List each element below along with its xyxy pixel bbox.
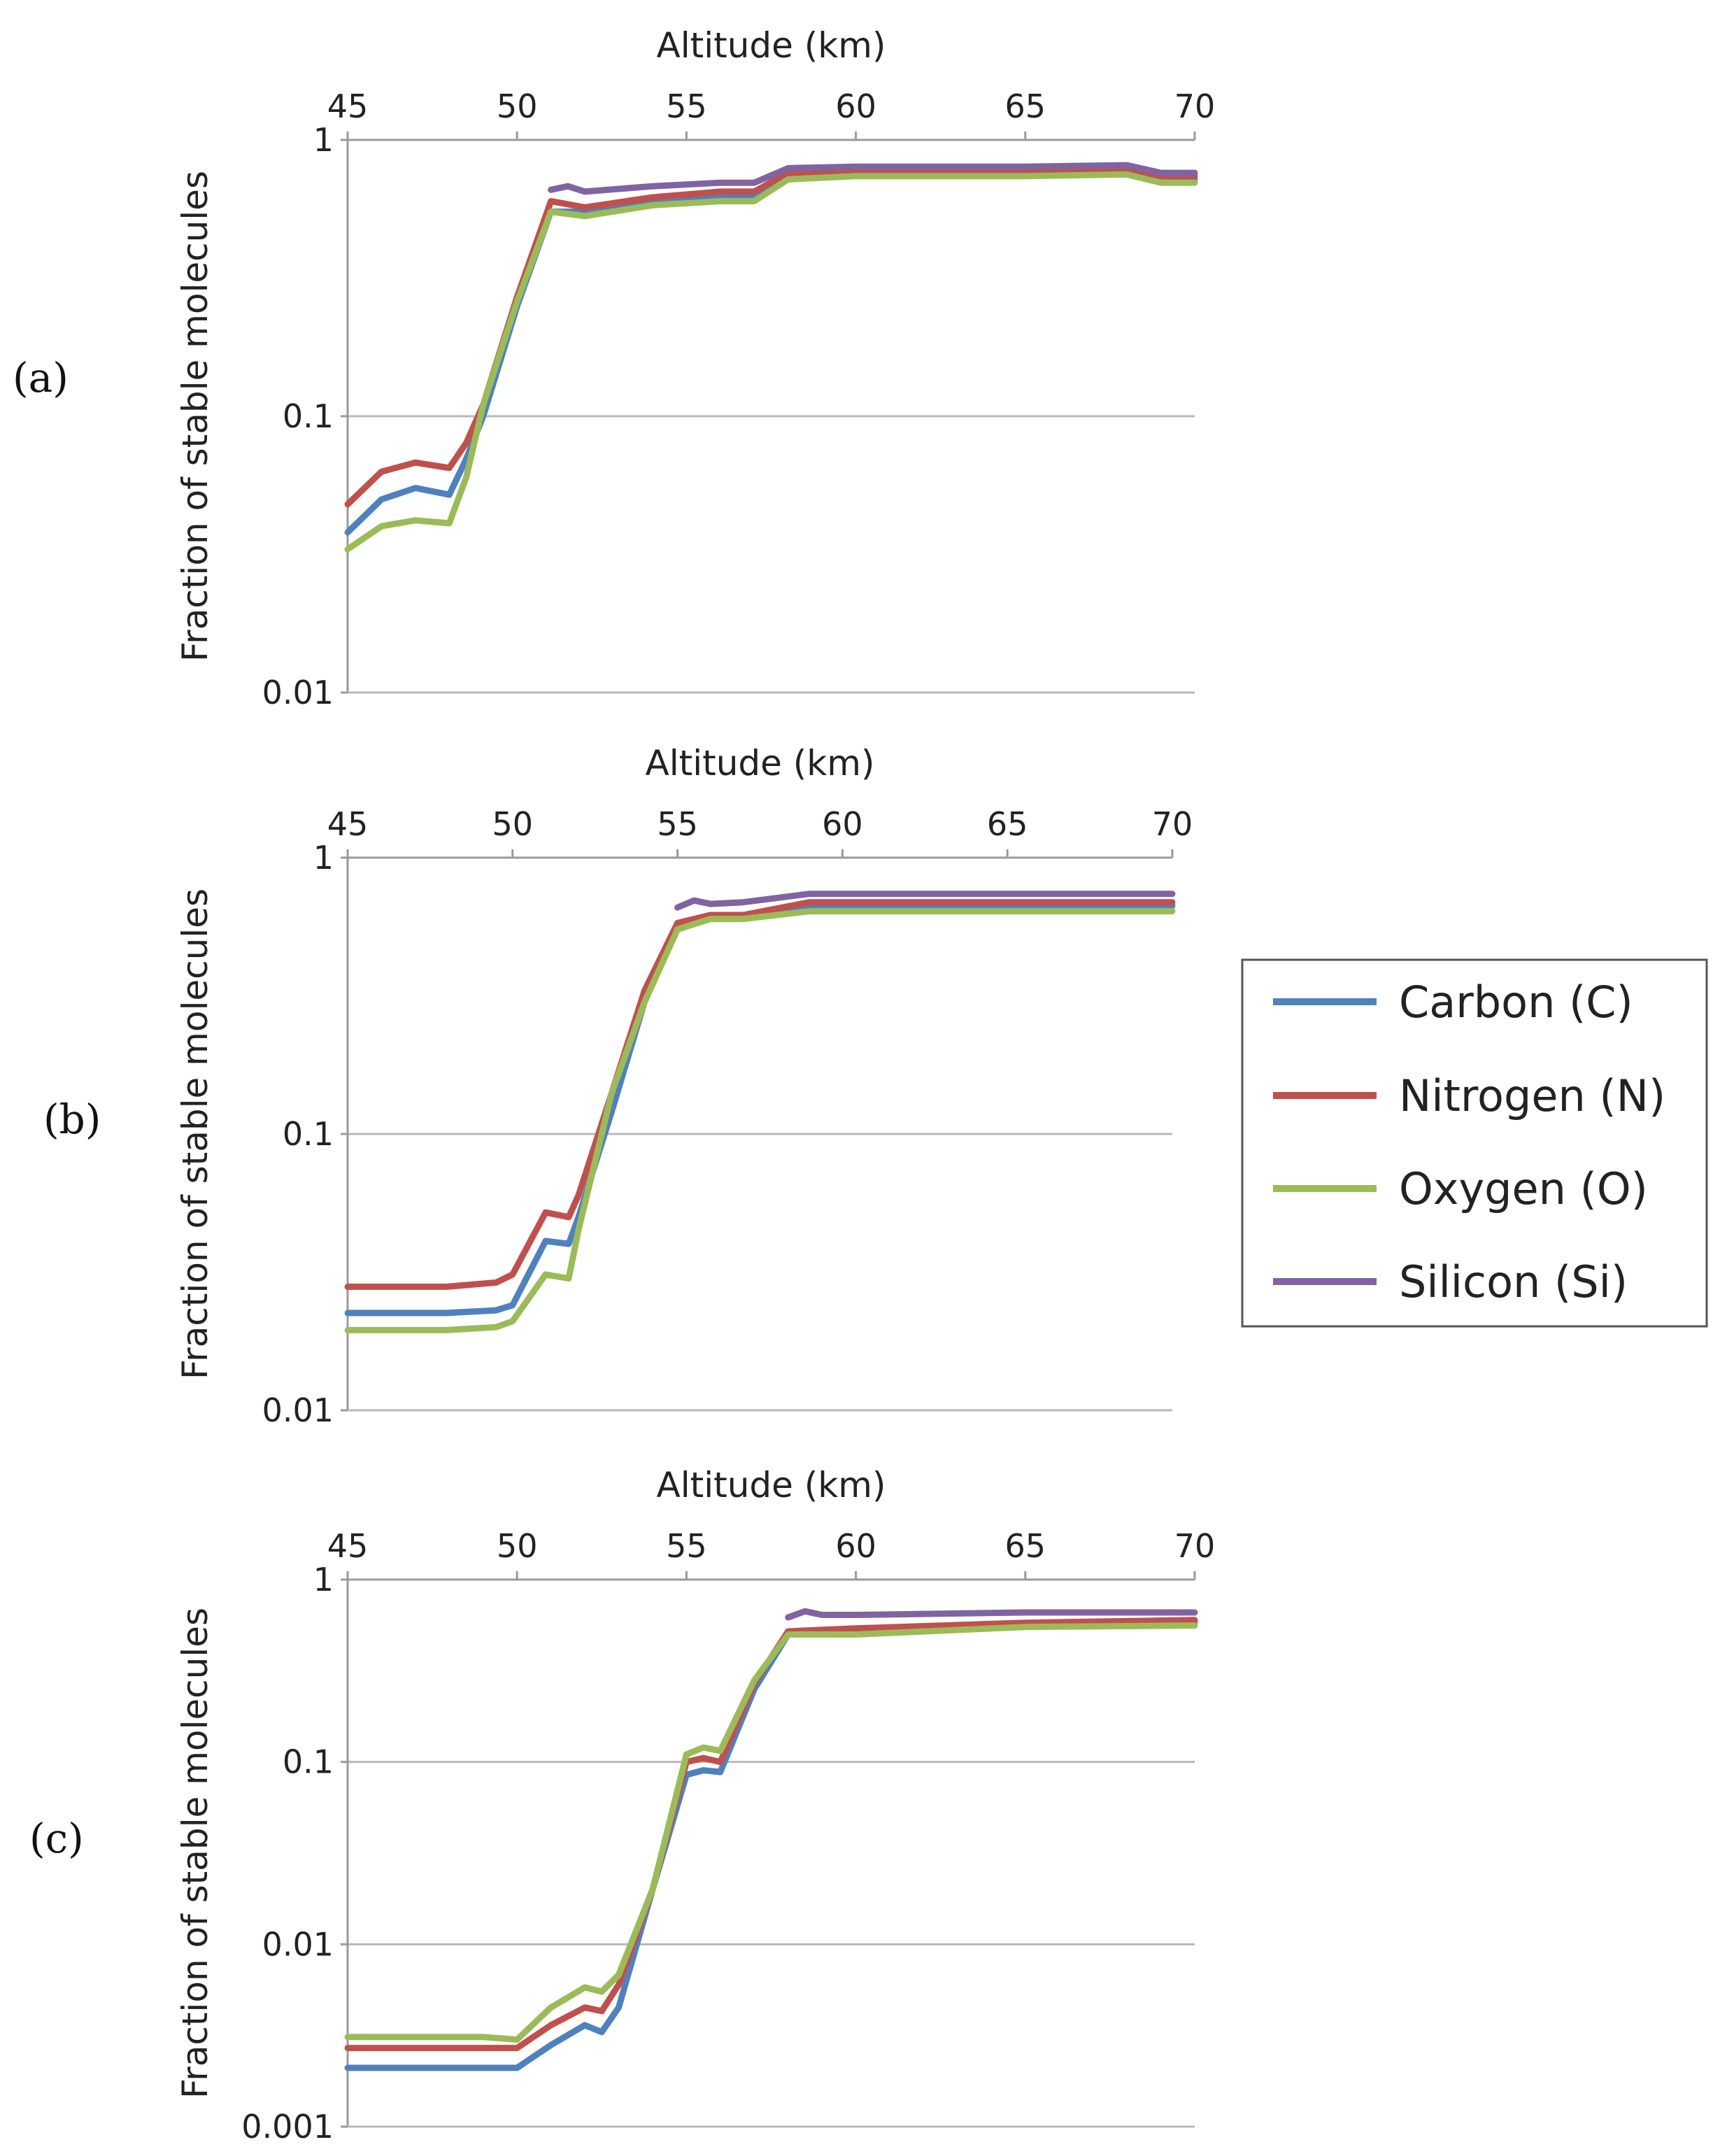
x-tick-label: 70 [1174,87,1216,125]
legend-item-oxygen: Oxygen (O) [1273,1163,1648,1214]
x-tick-label: 55 [657,805,698,843]
y-tick-label: 0.01 [262,674,334,711]
legend-label-carbon: Carbon (C) [1399,977,1633,1028]
y-tick-label: 0.1 [283,1743,334,1781]
panel-c: 45 50 55 60 65 70 Altitude (km) 1 0.1 0.01 0.001 Fr… [29,1465,1215,2146]
panel-label-b: (b) [43,1095,101,1143]
y-axis-title: Fraction of stable molecules [175,1608,215,2099]
x-tick-label: 65 [1005,87,1046,125]
x-axis-title: Altitude (km) [657,1465,886,1505]
series-line-oxygen-a [344,171,1198,553]
x-tick-label: 50 [497,1527,538,1565]
y-axis-title: Fraction of stable molecules [175,171,215,662]
series-line-silicon-b [674,891,1176,911]
series-line-nitrogen-c [344,1617,1198,2052]
y-tick-label: 0.01 [262,1391,334,1429]
y-tick-label: 1 [313,121,334,159]
x-tick-label: 45 [327,87,369,125]
x-tick-label: 65 [987,805,1028,843]
x-tick-label: 45 [327,1527,369,1565]
series-line-carbon-c [344,1619,1198,2071]
x-axis-title: Altitude (km) [657,25,886,66]
x-tick-label: 50 [497,87,538,125]
legend-item-nitrogen: Nitrogen (N) [1273,1070,1665,1121]
series-line-oxygen-b [344,908,1176,1333]
y-tick-label: 0.1 [283,1115,334,1153]
y-tick-label: 1 [313,1561,334,1598]
series-line-silicon-c [785,1608,1198,1621]
series-line-oxygen-c [344,1622,1198,2043]
y-tick-label: 0.01 [262,1925,334,1963]
y-tick-label: 0.1 [283,397,334,435]
legend-item-silicon: Silicon (Si) [1273,1256,1628,1307]
y-tick-label: 1 [313,839,334,877]
x-tick-label: 55 [666,87,707,125]
x-tick-label: 45 [327,805,369,843]
x-axis-title: Altitude (km) [646,743,875,783]
y-tick-label: 0.001 [241,2108,334,2146]
panels: 45 50 55 60 65 70 Altitude (km) 1 0.1 0.01 Fractio… [13,25,1215,2146]
panel-a: 45 50 55 60 65 70 Altitude (km) 1 0.1 0.01 Fractio… [13,25,1215,711]
x-tick-label: 60 [835,87,876,125]
legend-label-oxygen: Oxygen (O) [1399,1163,1648,1214]
legend: Carbon (C) Nitrogen (N) Oxygen (O) Silic… [1241,958,1708,1328]
legend-label-silicon: Silicon (Si) [1399,1256,1628,1307]
x-tick-label: 50 [492,805,534,843]
x-tick-label: 55 [666,1527,707,1565]
x-tick-label: 65 [1005,1527,1046,1565]
y-axis-title: Fraction of stable molecules [175,888,215,1380]
panel-b: 45 50 55 60 65 70 Altitude (km) 1 0.1 0.01 Fractio… [43,743,1193,1429]
legend-box [1241,958,1708,1328]
panel-label-c: (c) [29,1815,84,1862]
legend-label-nitrogen: Nitrogen (N) [1399,1070,1665,1121]
series-line-carbon-a [344,168,1198,536]
series-line-carbon-b [344,902,1176,1317]
legend-item-carbon: Carbon (C) [1273,977,1633,1028]
series-line-nitrogen-b [344,899,1176,1290]
x-tick-label: 60 [822,805,863,843]
x-tick-label: 60 [835,1527,876,1565]
x-tick-label: 70 [1152,805,1193,843]
x-tick-label: 70 [1174,1527,1216,1565]
series-line-silicon-a [548,162,1198,195]
panel-label-a: (a) [13,354,69,402]
